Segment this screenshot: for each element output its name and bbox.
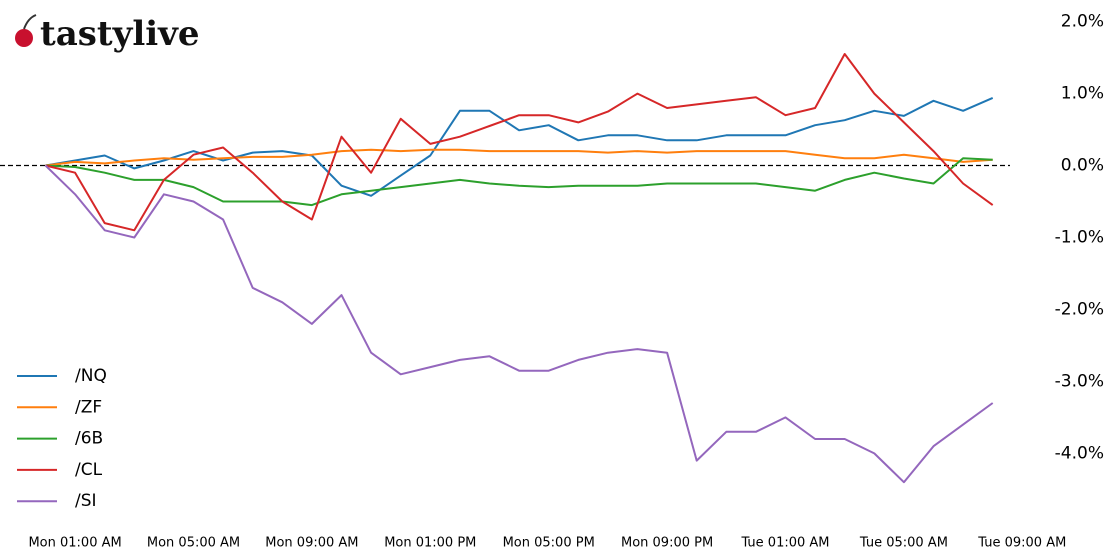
y-tick-label: -3.0%: [1055, 371, 1104, 391]
legend-label: /ZF: [75, 397, 102, 417]
y-tick-label: -2.0%: [1055, 299, 1104, 319]
x-tick-label: Mon 01:00 AM: [28, 536, 121, 551]
series-line: [45, 96, 994, 197]
x-tick-label: Tue 05:00 AM: [859, 536, 948, 551]
logo-text: tastylive: [40, 14, 200, 54]
x-tick-label: Tue 01:00 AM: [740, 536, 829, 551]
x-tick-label: Mon 05:00 AM: [147, 536, 240, 551]
x-tick-label: Tue 09:00 AM: [977, 536, 1066, 551]
x-tick-label: Mon 01:00 PM: [384, 536, 476, 551]
logo: tastylive: [15, 14, 200, 54]
y-tick-label: 0.0%: [1061, 156, 1104, 176]
legend-label: /NQ: [75, 366, 107, 386]
x-tick-label: Mon 05:00 PM: [503, 536, 595, 551]
series-line: [44, 164, 994, 484]
legend-label: /SI: [75, 491, 97, 511]
y-tick-label: -4.0%: [1055, 443, 1104, 463]
y-tick-label: 2.0%: [1061, 12, 1104, 32]
legend-label: /CL: [75, 460, 103, 480]
series-line: [45, 157, 993, 207]
x-tick-label: Mon 09:00 PM: [621, 536, 713, 551]
y-tick-label: 1.0%: [1061, 84, 1104, 104]
x-tick-label: Mon 09:00 AM: [265, 536, 358, 551]
logo-cherry: [15, 29, 33, 47]
series-line: [45, 53, 994, 232]
logo-stem: [23, 14, 37, 30]
series-line: [45, 148, 993, 167]
legend-label: /6B: [75, 429, 103, 449]
y-tick-label: -1.0%: [1055, 228, 1104, 248]
